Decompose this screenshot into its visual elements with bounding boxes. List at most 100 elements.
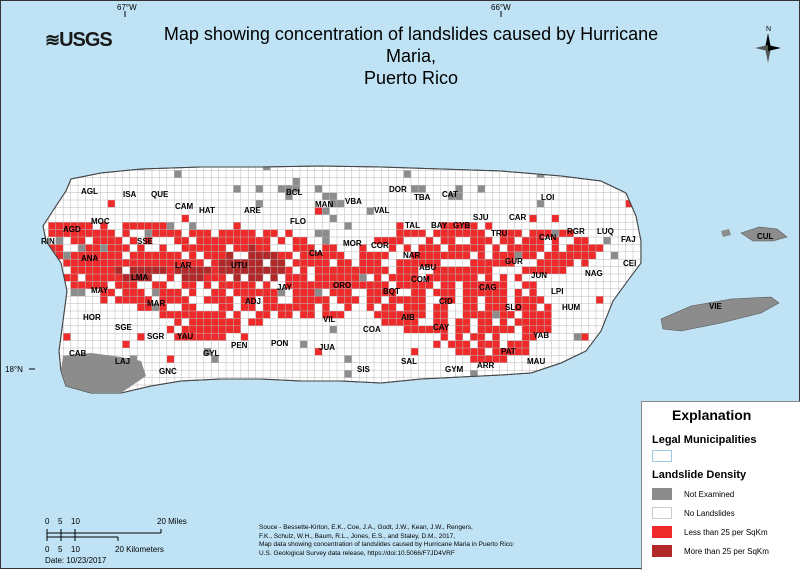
density-cell <box>492 333 500 341</box>
map-title: Map showing concentration of landslides … <box>163 24 659 88</box>
density-cell <box>477 325 485 334</box>
density-cell <box>263 251 271 260</box>
density-cell <box>337 296 345 304</box>
municipality-label-cul: CUL <box>757 232 774 241</box>
density-cell <box>92 237 101 245</box>
density-cell <box>218 281 226 289</box>
density-cell <box>485 222 493 230</box>
density-cell <box>566 244 574 252</box>
longitude-label-67w: 67°W <box>117 3 137 12</box>
density-cell <box>551 251 559 260</box>
density-cell <box>174 251 182 260</box>
density-cell <box>381 251 389 260</box>
density-cell <box>115 244 123 252</box>
density-cell <box>485 325 493 334</box>
density-cell <box>529 288 537 297</box>
density-cell <box>107 259 115 267</box>
density-cell <box>499 303 508 311</box>
density-cell <box>166 251 175 260</box>
density-cell <box>374 274 382 282</box>
density-cell <box>189 251 197 260</box>
density-cell <box>529 303 537 311</box>
density-cell <box>211 296 219 304</box>
not-examined-southwest <box>61 353 146 393</box>
density-cell <box>411 303 419 311</box>
legend-title: Explanation <box>672 407 752 423</box>
municipality-label-adj: ADJ <box>245 297 262 306</box>
density-cell <box>411 296 419 304</box>
density-cell <box>529 244 537 252</box>
density-cell <box>411 251 419 260</box>
density-cell <box>344 288 352 297</box>
density-cell <box>78 229 86 237</box>
density-cell <box>211 288 219 297</box>
density-cell <box>366 207 374 215</box>
density-cell <box>462 281 471 289</box>
municipality-label-mar: MAR <box>147 299 166 308</box>
density-cell <box>470 296 478 304</box>
density-cell <box>536 229 545 237</box>
density-cell <box>174 229 182 237</box>
density-cell <box>514 274 522 282</box>
density-cell <box>396 274 404 282</box>
density-cell <box>440 237 448 245</box>
density-cell <box>218 266 226 274</box>
density-cell <box>418 229 426 237</box>
density-cell <box>203 311 212 319</box>
legend-label-no-landslides: No Landslides <box>684 509 735 518</box>
density-cell <box>359 281 367 289</box>
density-cell <box>366 281 374 289</box>
density-cell <box>100 259 108 267</box>
density-cell <box>174 333 182 341</box>
density-cell <box>129 288 138 297</box>
density-cell <box>92 259 101 267</box>
density-cell <box>499 274 508 282</box>
density-cell <box>115 274 123 282</box>
density-cell <box>218 311 226 319</box>
density-cell <box>499 348 508 356</box>
density-cell <box>329 281 337 289</box>
density-cell <box>344 303 352 311</box>
density-cell <box>189 318 197 326</box>
density-cell <box>544 318 552 326</box>
density-cell <box>152 303 160 311</box>
density-cell <box>337 259 345 267</box>
density-cell <box>92 281 101 289</box>
density-cell <box>344 266 352 274</box>
density-cell <box>455 244 463 252</box>
legend-label-high-density: More than 25 per SqKm <box>684 547 769 556</box>
density-cell <box>159 222 167 230</box>
density-cell <box>529 229 537 237</box>
density-cell <box>144 229 152 237</box>
density-cell <box>433 340 441 348</box>
density-cell <box>122 244 130 252</box>
municipality-label-cia: CIA <box>309 249 323 258</box>
scale-mile-5: 5 <box>58 517 63 526</box>
density-cell <box>403 244 411 252</box>
density-cell <box>107 266 115 274</box>
municipality-label-gym: GYM <box>445 365 464 374</box>
density-cell <box>174 237 182 245</box>
density-cell <box>292 296 300 304</box>
density-cell <box>100 237 108 245</box>
density-cell <box>196 259 204 267</box>
density-cell <box>440 266 448 274</box>
density-cell <box>203 244 212 252</box>
density-cell <box>240 237 249 245</box>
density-cell <box>411 185 419 193</box>
municipality-label-car: CAR <box>509 213 527 222</box>
density-cell <box>152 222 160 230</box>
density-cell <box>189 266 197 274</box>
legend: Explanation Legal Municipalities Landsli… <box>641 401 800 570</box>
density-cell <box>514 303 522 311</box>
density-cell <box>418 303 426 311</box>
municipality-label-utu: UTU <box>231 261 248 270</box>
density-cell <box>285 281 293 289</box>
density-cell <box>63 222 71 230</box>
density-cell <box>448 244 456 252</box>
density-cell <box>366 259 374 267</box>
density-cell <box>189 229 197 237</box>
culebra-island <box>740 226 788 242</box>
density-cell <box>529 214 537 223</box>
